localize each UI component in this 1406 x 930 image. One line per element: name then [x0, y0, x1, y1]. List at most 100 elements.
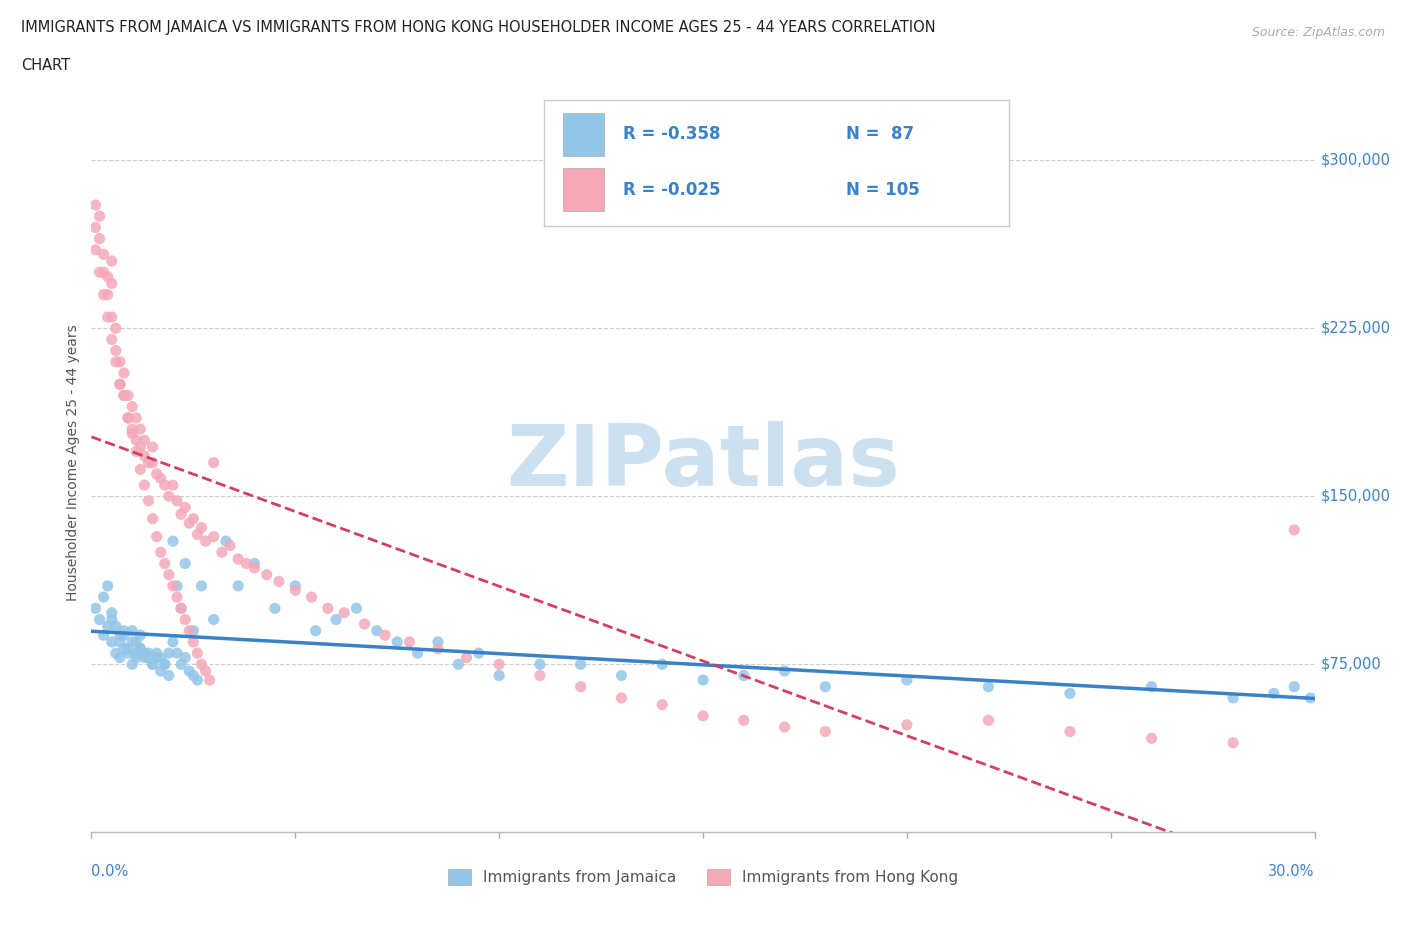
Point: [529, 657, 551, 671]
Point: [1222, 736, 1244, 751]
Point: [129, 421, 152, 436]
Point: [179, 623, 201, 638]
Point: [149, 471, 172, 485]
Point: [398, 634, 420, 649]
Point: [447, 657, 470, 671]
Point: [89, 265, 111, 280]
Point: [211, 545, 233, 560]
Point: [84, 220, 107, 235]
Point: [101, 276, 124, 291]
Point: [316, 601, 339, 616]
Point: [141, 440, 163, 455]
Text: 0.0%: 0.0%: [91, 864, 128, 879]
Point: [977, 713, 1000, 728]
Point: [157, 668, 180, 683]
Point: [1282, 523, 1305, 538]
Point: [202, 456, 225, 471]
Point: [1282, 679, 1305, 694]
Point: [166, 578, 188, 593]
Point: [1222, 690, 1244, 705]
Point: [104, 354, 127, 369]
Y-axis label: Householder Income Ages 25 - 44 years: Householder Income Ages 25 - 44 years: [66, 325, 80, 601]
Point: [101, 605, 124, 620]
Point: [97, 270, 120, 285]
Point: [121, 657, 143, 671]
Point: [427, 641, 450, 656]
Point: [284, 583, 307, 598]
Text: $300,000: $300,000: [1320, 153, 1391, 167]
Point: [651, 657, 673, 671]
Point: [112, 623, 135, 638]
Point: [97, 618, 120, 633]
Point: [243, 561, 266, 576]
Point: [145, 467, 167, 482]
Point: [190, 520, 212, 535]
Point: [166, 590, 188, 604]
Point: [162, 534, 184, 549]
Point: [977, 679, 1000, 694]
Point: [366, 623, 388, 638]
Point: [101, 310, 124, 325]
Point: [170, 657, 193, 671]
Point: [125, 634, 148, 649]
Text: $75,000: $75,000: [1320, 657, 1382, 671]
Point: [101, 612, 124, 627]
Legend: Immigrants from Jamaica, Immigrants from Hong Kong: Immigrants from Jamaica, Immigrants from…: [441, 863, 965, 891]
Point: [97, 578, 120, 593]
Point: [170, 601, 193, 616]
Point: [284, 578, 307, 593]
Point: [84, 601, 107, 616]
Point: [97, 287, 120, 302]
Point: [84, 243, 107, 258]
Point: [141, 657, 163, 671]
Point: [301, 590, 323, 604]
Point: [138, 493, 160, 508]
Point: [125, 410, 148, 425]
Point: [610, 690, 633, 705]
Point: [692, 709, 714, 724]
Point: [219, 538, 242, 553]
Point: [226, 578, 249, 593]
Point: [814, 679, 837, 694]
Point: [264, 601, 287, 616]
Text: CHART: CHART: [21, 58, 70, 73]
Text: Source: ZipAtlas.com: Source: ZipAtlas.com: [1251, 26, 1385, 39]
Point: [186, 672, 208, 687]
Point: [138, 456, 160, 471]
Point: [129, 440, 152, 455]
Point: [427, 634, 450, 649]
Point: [610, 668, 633, 683]
Text: IMMIGRANTS FROM JAMAICA VS IMMIGRANTS FROM HONG KONG HOUSEHOLDER INCOME AGES 25 : IMMIGRANTS FROM JAMAICA VS IMMIGRANTS FR…: [21, 20, 936, 35]
Point: [202, 612, 225, 627]
Point: [104, 645, 127, 660]
Point: [157, 645, 180, 660]
Point: [129, 641, 152, 656]
Point: [202, 529, 225, 544]
Point: [166, 493, 188, 508]
Point: [104, 321, 127, 336]
Point: [141, 657, 163, 671]
Point: [112, 388, 135, 403]
Point: [325, 612, 347, 627]
Point: [467, 645, 491, 660]
Point: [1299, 690, 1322, 705]
Point: [174, 650, 197, 665]
Point: [129, 628, 152, 643]
Point: [190, 578, 212, 593]
Point: [256, 567, 278, 582]
Point: [108, 377, 131, 392]
Point: [183, 512, 205, 526]
Point: [93, 265, 115, 280]
Point: [773, 664, 796, 679]
Point: [145, 645, 167, 660]
Point: [226, 551, 249, 566]
Point: [374, 628, 396, 643]
Point: [346, 601, 368, 616]
Point: [112, 641, 135, 656]
Point: [733, 668, 755, 683]
Point: [117, 410, 139, 425]
Point: [145, 650, 167, 665]
Point: [121, 421, 143, 436]
Point: [166, 645, 188, 660]
Point: [183, 634, 205, 649]
